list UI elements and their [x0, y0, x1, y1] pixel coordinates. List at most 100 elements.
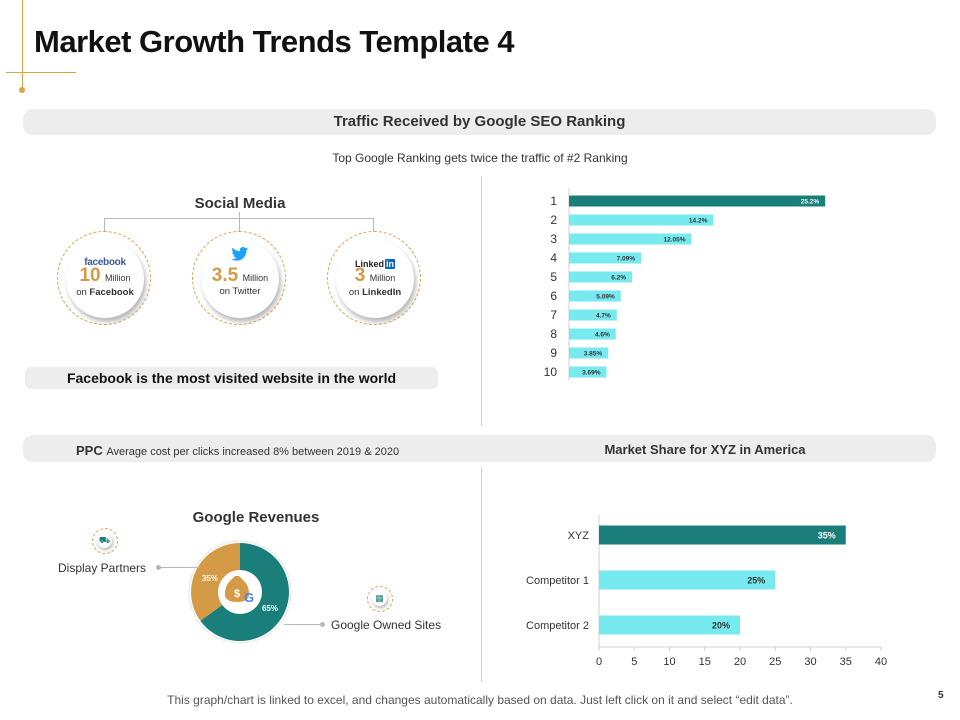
twitter-unit: Million — [242, 273, 269, 283]
leader-line — [284, 624, 324, 625]
seo-rank-label: 4 — [550, 251, 557, 265]
money-bag-icon: $ — [225, 576, 249, 602]
linkedin-logo: Linked in — [354, 259, 395, 269]
seo-bar-value: 5.09% — [596, 294, 615, 301]
seo-bar-value: 3.69% — [582, 370, 601, 377]
page-number: 5 — [938, 690, 944, 701]
facebook-platform: Facebook — [89, 287, 134, 298]
twitter-stat-circle: 3.5 Million on Twitter — [192, 231, 286, 325]
facebook-stat-circle: facebook 10 Million on Facebook — [57, 231, 151, 325]
footer-note: This graph/chart is linked to excel, and… — [167, 693, 793, 707]
linkedin-prefix: on — [348, 287, 360, 298]
seo-rank-label: 8 — [550, 327, 557, 341]
divider-top — [481, 176, 482, 426]
market-category-label: Competitor 2 — [526, 620, 589, 632]
market-bar-value: 35% — [818, 531, 836, 541]
seo-bar[interactable] — [569, 195, 826, 207]
seo-bar-value: 25.2% — [801, 199, 820, 206]
owned-sites-icon-badge: ▦ — [367, 586, 393, 612]
decor-horizontal-line — [6, 72, 76, 73]
seo-rank-label: 3 — [550, 232, 557, 246]
market-bar-value: 20% — [712, 621, 730, 631]
pie-slice-label: 65% — [262, 604, 278, 613]
divider-bottom — [481, 467, 482, 682]
linkedin-stat-circle: Linked in 3 Million on LinkedIn — [327, 231, 421, 325]
seo-bar[interactable] — [569, 214, 714, 226]
market-tick-label: 5 — [631, 656, 637, 668]
leader-dot — [320, 622, 325, 627]
seo-bar[interactable] — [569, 309, 617, 321]
tree-connector — [239, 212, 240, 218]
twitter-number: 3.5 — [211, 265, 239, 286]
facebook-unit: Million — [105, 273, 131, 283]
twitter-bird-icon — [193, 247, 287, 267]
ppc-label: PPC — [76, 443, 103, 458]
market-bar-value: 25% — [747, 576, 765, 586]
ppc-text: PPC Average cost per clicks increased 8%… — [76, 443, 399, 458]
seo-bar[interactable] — [569, 252, 642, 264]
google-g-icon: G — [244, 590, 254, 605]
facebook-number: 10 — [79, 265, 101, 286]
seo-rank-label: 9 — [550, 346, 557, 360]
decor-vertical-line — [22, 0, 23, 90]
market-tick-label: 20 — [734, 656, 746, 668]
market-share-chart[interactable]: XYZ 35% Competitor 1 25% Competitor 2 20% 0 5 10… — [500, 515, 900, 675]
seo-bar-value: 12.05% — [663, 237, 685, 244]
network-icon: ⛟ — [97, 533, 112, 548]
seo-bar[interactable] — [569, 328, 616, 340]
market-tick-label: 15 — [699, 656, 711, 668]
google-revenues-title: Google Revenues — [192, 509, 320, 526]
seo-bar-value: 14.2% — [689, 218, 708, 225]
seo-bar-value: 7.09% — [617, 256, 636, 263]
market-tick-label: 25 — [769, 656, 781, 668]
seo-rank-label: 10 — [544, 365, 558, 379]
market-bar[interactable] — [599, 615, 740, 635]
facebook-logo: facebook — [84, 257, 126, 268]
seo-rank-label: 2 — [550, 213, 557, 227]
seo-bar[interactable] — [569, 233, 692, 245]
twitter-prefix: on — [219, 286, 231, 297]
market-tick-label: 35 — [840, 656, 852, 668]
linkedin-number: 3 — [354, 265, 366, 286]
market-tick-label: 10 — [663, 656, 675, 668]
market-category-label: XYZ — [568, 530, 590, 542]
seo-rank-label: 7 — [550, 308, 557, 322]
twitter-platform: Twitter — [232, 286, 261, 297]
linkedin-platform: LinkedIn — [362, 287, 402, 298]
page-title: Market Growth Trends Template 4 — [34, 24, 515, 59]
tree-connector — [104, 218, 105, 231]
seo-banner-text: Traffic Received by Google SEO Ranking — [333, 113, 626, 130]
seo-banner: Traffic Received by Google SEO Ranking — [23, 109, 936, 135]
market-bar[interactable] — [599, 525, 846, 545]
seo-bar[interactable] — [569, 290, 621, 302]
market-bar[interactable] — [599, 570, 776, 590]
leader-line — [160, 567, 200, 568]
display-partners-icon-badge: ⛟ — [92, 528, 118, 554]
circle-inner — [336, 240, 414, 318]
pie-slice[interactable] — [191, 543, 240, 621]
social-media-title: Social Media — [194, 195, 286, 212]
linkedin-unit: Million — [369, 273, 396, 283]
owned-sites-label: Google Owned Sites — [331, 618, 442, 632]
seo-bar[interactable] — [569, 347, 609, 359]
seo-bar[interactable] — [569, 271, 633, 283]
seo-rank-label: 5 — [550, 270, 557, 284]
seo-bar[interactable] — [569, 366, 607, 378]
market-tick-label: 0 — [596, 656, 602, 668]
google-revenues-pie[interactable]: 65% 35% $ G — [188, 540, 292, 644]
market-tick-label: 30 — [804, 656, 816, 668]
market-tick-label: 40 — [875, 656, 887, 668]
display-partners-label: Display Partners — [58, 561, 147, 575]
seo-ranking-chart[interactable]: 1 25.2% 2 14.2% 3 12.05% 4 7.09% 5 6.2% 6 5.09% 7 4.7… — [520, 188, 880, 388]
facebook-prefix: on — [76, 287, 87, 298]
seo-bar-value: 6.2% — [611, 275, 626, 282]
market-share-title: Market Share for XYZ in America — [604, 442, 806, 457]
decor-dot — [19, 87, 25, 93]
seo-rank-label: 1 — [550, 194, 557, 208]
seo-bar-value: 4.6% — [595, 332, 610, 339]
market-category-label: Competitor 1 — [526, 575, 589, 587]
seo-subtitle: Top Google Ranking gets twice the traffi… — [332, 151, 628, 165]
facebook-fact-banner: Facebook is the most visited website in … — [25, 367, 438, 389]
circle-inner — [66, 240, 144, 318]
ppc-banner — [23, 435, 936, 462]
